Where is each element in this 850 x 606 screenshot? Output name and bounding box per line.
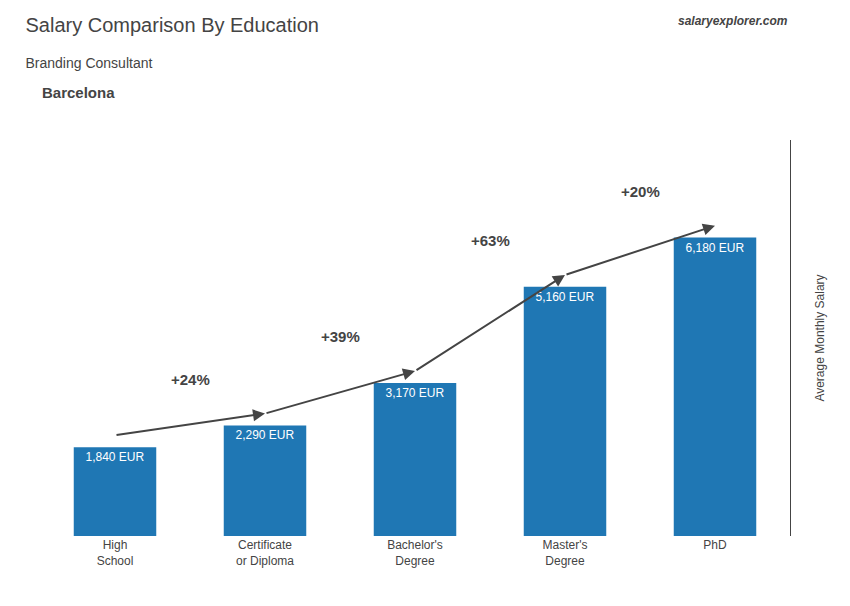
svg-text:Bachelor'sDegree: Bachelor'sDegree: [387, 538, 443, 568]
svg-text:+39%: +39%: [321, 328, 360, 345]
svg-text:Average Monthly Salary: Average Monthly Salary: [813, 274, 827, 401]
svg-text:+24%: +24%: [171, 371, 210, 388]
svg-text:HighSchool: HighSchool: [97, 538, 134, 568]
svg-text:Barcelona: Barcelona: [42, 84, 115, 101]
svg-text:Salary Comparison By Education: Salary Comparison By Education: [26, 14, 319, 36]
svg-text:PhD: PhD: [703, 538, 727, 552]
svg-text:5,160 EUR: 5,160 EUR: [535, 290, 594, 304]
svg-text:Branding Consultant: Branding Consultant: [26, 55, 153, 71]
svg-text:+20%: +20%: [621, 183, 660, 200]
svg-text:Master'sDegree: Master'sDegree: [543, 538, 588, 568]
svg-text:salaryexplorer.com: salaryexplorer.com: [678, 14, 788, 28]
svg-text:Certificateor Diploma: Certificateor Diploma: [236, 538, 294, 568]
svg-text:1,840 EUR: 1,840 EUR: [85, 450, 144, 464]
svg-text:2,290 EUR: 2,290 EUR: [235, 428, 294, 442]
svg-text:+63%: +63%: [471, 232, 510, 249]
svg-text:6,180 EUR: 6,180 EUR: [685, 241, 744, 255]
svg-text:3,170 EUR: 3,170 EUR: [385, 386, 444, 400]
